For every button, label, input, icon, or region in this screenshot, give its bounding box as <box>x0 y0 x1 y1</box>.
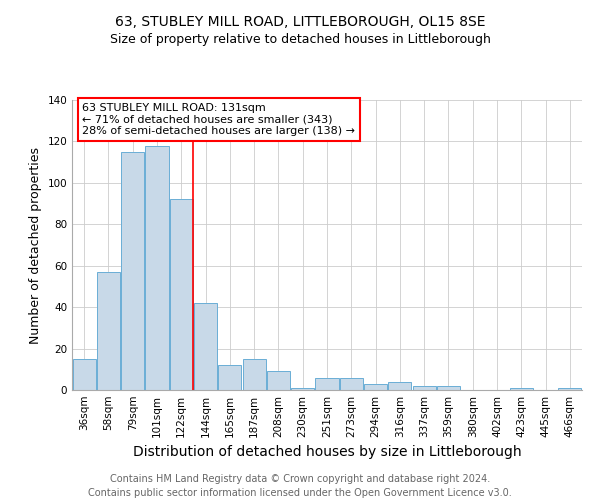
Bar <box>510 388 533 390</box>
Bar <box>194 303 217 390</box>
Bar <box>267 372 290 390</box>
X-axis label: Distribution of detached houses by size in Littleborough: Distribution of detached houses by size … <box>133 446 521 460</box>
Bar <box>218 365 241 390</box>
Bar <box>145 146 169 390</box>
Bar <box>340 378 363 390</box>
Text: Contains HM Land Registry data © Crown copyright and database right 2024.
Contai: Contains HM Land Registry data © Crown c… <box>88 474 512 498</box>
Bar <box>559 388 581 390</box>
Bar <box>170 200 193 390</box>
Text: 63 STUBLEY MILL ROAD: 131sqm
← 71% of detached houses are smaller (343)
28% of s: 63 STUBLEY MILL ROAD: 131sqm ← 71% of de… <box>82 103 355 136</box>
Bar <box>242 359 266 390</box>
Text: Size of property relative to detached houses in Littleborough: Size of property relative to detached ho… <box>110 32 490 46</box>
Bar <box>97 272 120 390</box>
Bar <box>73 359 95 390</box>
Bar <box>437 386 460 390</box>
Text: 63, STUBLEY MILL ROAD, LITTLEBOROUGH, OL15 8SE: 63, STUBLEY MILL ROAD, LITTLEBOROUGH, OL… <box>115 15 485 29</box>
Bar <box>388 382 412 390</box>
Bar <box>413 386 436 390</box>
Bar <box>121 152 144 390</box>
Bar <box>316 378 338 390</box>
Bar <box>364 384 387 390</box>
Y-axis label: Number of detached properties: Number of detached properties <box>29 146 42 344</box>
Bar <box>291 388 314 390</box>
